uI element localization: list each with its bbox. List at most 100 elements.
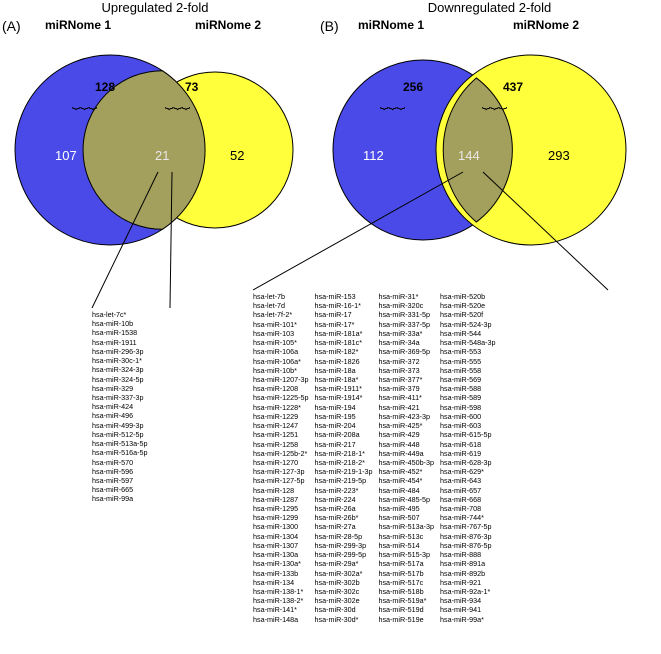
gene-item: hsa-miR-548a-3p <box>440 338 496 347</box>
gene-item: hsa-miR-181a* <box>315 329 373 338</box>
gene-item: hsa-miR-1247 <box>253 421 309 430</box>
gene-item: hsa-miR-133b <box>253 569 309 578</box>
gene-item: hsa-miR-127-5p <box>253 476 309 485</box>
gene-item: hsa-miR-519d <box>378 605 434 614</box>
gene-item: hsa-miR-373 <box>378 366 434 375</box>
gene-column: hsa-miR-153hsa-miR-16-1*hsa-miR-17hsa-mi… <box>315 292 373 624</box>
gene-item: hsa-miR-629* <box>440 467 496 476</box>
gene-item: hsa-miR-421 <box>378 403 434 412</box>
gene-item: hsa-miR-600 <box>440 412 496 421</box>
gene-item: hsa-miR-181c* <box>315 338 373 347</box>
gene-item: hsa-miR-337-3p <box>92 393 148 402</box>
gene-item: hsa-miR-105* <box>253 338 309 347</box>
gene-column: hsa-let-7bhsa-let-7dhsa-let-7f-2*hsa-miR… <box>253 292 309 624</box>
gene-item: hsa-miR-377* <box>378 375 434 384</box>
gene-item: hsa-miR-876-5p <box>440 541 496 550</box>
gene-item: hsa-miR-555 <box>440 357 496 366</box>
gene-item: hsa-miR-92a-1* <box>440 587 496 596</box>
gene-item: hsa-miR-138-2* <box>253 596 309 605</box>
gene-item: hsa-miR-18a* <box>315 375 373 384</box>
gene-item: hsa-miR-513c <box>378 532 434 541</box>
gene-item: hsa-miR-892b <box>440 569 496 578</box>
gene-item: hsa-miR-17* <box>315 320 373 329</box>
gene-item: hsa-miR-425* <box>378 421 434 430</box>
gene-item: hsa-miR-516a-5p <box>92 448 148 457</box>
gene-item: hsa-miR-127-3p <box>253 467 309 476</box>
gene-item: hsa-miR-1225-5p <box>253 393 309 402</box>
gene-item: hsa-miR-1270 <box>253 458 309 467</box>
gene-item: hsa-miR-921 <box>440 578 496 587</box>
gene-item: hsa-miR-182* <box>315 347 373 356</box>
gene-item: hsa-miR-28-5p <box>315 532 373 541</box>
gene-item: hsa-miR-1911* <box>315 384 373 393</box>
gene-item: hsa-miR-411* <box>378 393 434 402</box>
gene-item: hsa-miR-320c <box>378 301 434 310</box>
gene-item: hsa-miR-148a <box>253 615 309 624</box>
gene-item: hsa-miR-517b <box>378 569 434 578</box>
gene-item: hsa-miR-888 <box>440 550 496 559</box>
gene-item: hsa-miR-1826 <box>315 357 373 366</box>
gene-item: hsa-miR-619 <box>440 449 496 458</box>
gene-item: hsa-miR-450b-3p <box>378 458 434 467</box>
gene-item: hsa-miR-324-3p <box>92 365 148 374</box>
gene-item: hsa-miR-299-3p <box>315 541 373 550</box>
gene-item: hsa-miR-130a <box>253 550 309 559</box>
gene-item: hsa-miR-141* <box>253 605 309 614</box>
gene-item: hsa-miR-891a <box>440 559 496 568</box>
gene-item: hsa-miR-454* <box>378 476 434 485</box>
gene-item: hsa-miR-448 <box>378 440 434 449</box>
gene-item: hsa-let-7b <box>253 292 309 301</box>
gene-item: hsa-miR-618 <box>440 440 496 449</box>
gene-item: hsa-miR-513a-5p <box>92 439 148 448</box>
gene-item: hsa-miR-517c <box>378 578 434 587</box>
gene-item: hsa-miR-1299 <box>253 513 309 522</box>
gene-item: hsa-miR-195 <box>315 412 373 421</box>
gene-item: hsa-miR-329 <box>92 384 148 393</box>
gene-item: hsa-miR-1208 <box>253 384 309 393</box>
panel-b-genes: hsa-let-7bhsa-let-7dhsa-let-7f-2*hsa-miR… <box>253 292 496 624</box>
gene-item: hsa-miR-302b <box>315 578 373 587</box>
gene-item: hsa-miR-767-5p <box>440 522 496 531</box>
gene-item: hsa-miR-337-5p <box>378 320 434 329</box>
gene-item: hsa-miR-423-3p <box>378 412 434 421</box>
gene-item: hsa-miR-452* <box>378 467 434 476</box>
gene-item: hsa-miR-219-1-3p <box>315 467 373 476</box>
gene-item: hsa-miR-520f <box>440 310 496 319</box>
gene-item: hsa-miR-499-3p <box>92 421 148 430</box>
gene-item: hsa-miR-194 <box>315 403 373 412</box>
gene-item: hsa-miR-218-1* <box>315 449 373 458</box>
gene-item: hsa-miR-514 <box>378 541 434 550</box>
gene-item: hsa-miR-628-3p <box>440 458 496 467</box>
gene-item: hsa-miR-299-5p <box>315 550 373 559</box>
gene-item: hsa-miR-1207-3p <box>253 375 309 384</box>
gene-item: hsa-miR-125b-2* <box>253 449 309 458</box>
gene-item: hsa-miR-219-5p <box>315 476 373 485</box>
gene-item: hsa-miR-615-5p <box>440 430 496 439</box>
gene-item: hsa-miR-507 <box>378 513 434 522</box>
gene-item: hsa-miR-16-1* <box>315 301 373 310</box>
gene-item: hsa-miR-369-5p <box>378 347 434 356</box>
gene-item: hsa-miR-598 <box>440 403 496 412</box>
gene-item: hsa-miR-204 <box>315 421 373 430</box>
gene-item: hsa-miR-223* <box>315 486 373 495</box>
gene-item: hsa-miR-484 <box>378 486 434 495</box>
gene-item: hsa-miR-1307 <box>253 541 309 550</box>
gene-item: hsa-miR-512-5p <box>92 430 148 439</box>
gene-item: hsa-miR-153 <box>315 292 373 301</box>
gene-item: hsa-miR-106a* <box>253 357 309 366</box>
gene-item: hsa-miR-515-3p <box>378 550 434 559</box>
gene-item: hsa-miR-429 <box>378 430 434 439</box>
gene-item: hsa-miR-26a <box>315 504 373 513</box>
gene-item: hsa-miR-302a* <box>315 569 373 578</box>
gene-item: hsa-miR-643 <box>440 476 496 485</box>
gene-item: hsa-miR-1287 <box>253 495 309 504</box>
gene-item: hsa-miR-224 <box>315 495 373 504</box>
gene-item: hsa-miR-218-2* <box>315 458 373 467</box>
panel-a-genes: hsa-let-7c*hsa-miR-10bhsa-miR-1538hsa-mi… <box>92 310 148 504</box>
gene-item: hsa-miR-518b <box>378 587 434 596</box>
gene-item: hsa-miR-26b* <box>315 513 373 522</box>
gene-item: hsa-miR-603 <box>440 421 496 430</box>
gene-item: hsa-miR-1300 <box>253 522 309 531</box>
gene-item: hsa-miR-29a* <box>315 559 373 568</box>
gene-item: hsa-miR-27a <box>315 522 373 531</box>
